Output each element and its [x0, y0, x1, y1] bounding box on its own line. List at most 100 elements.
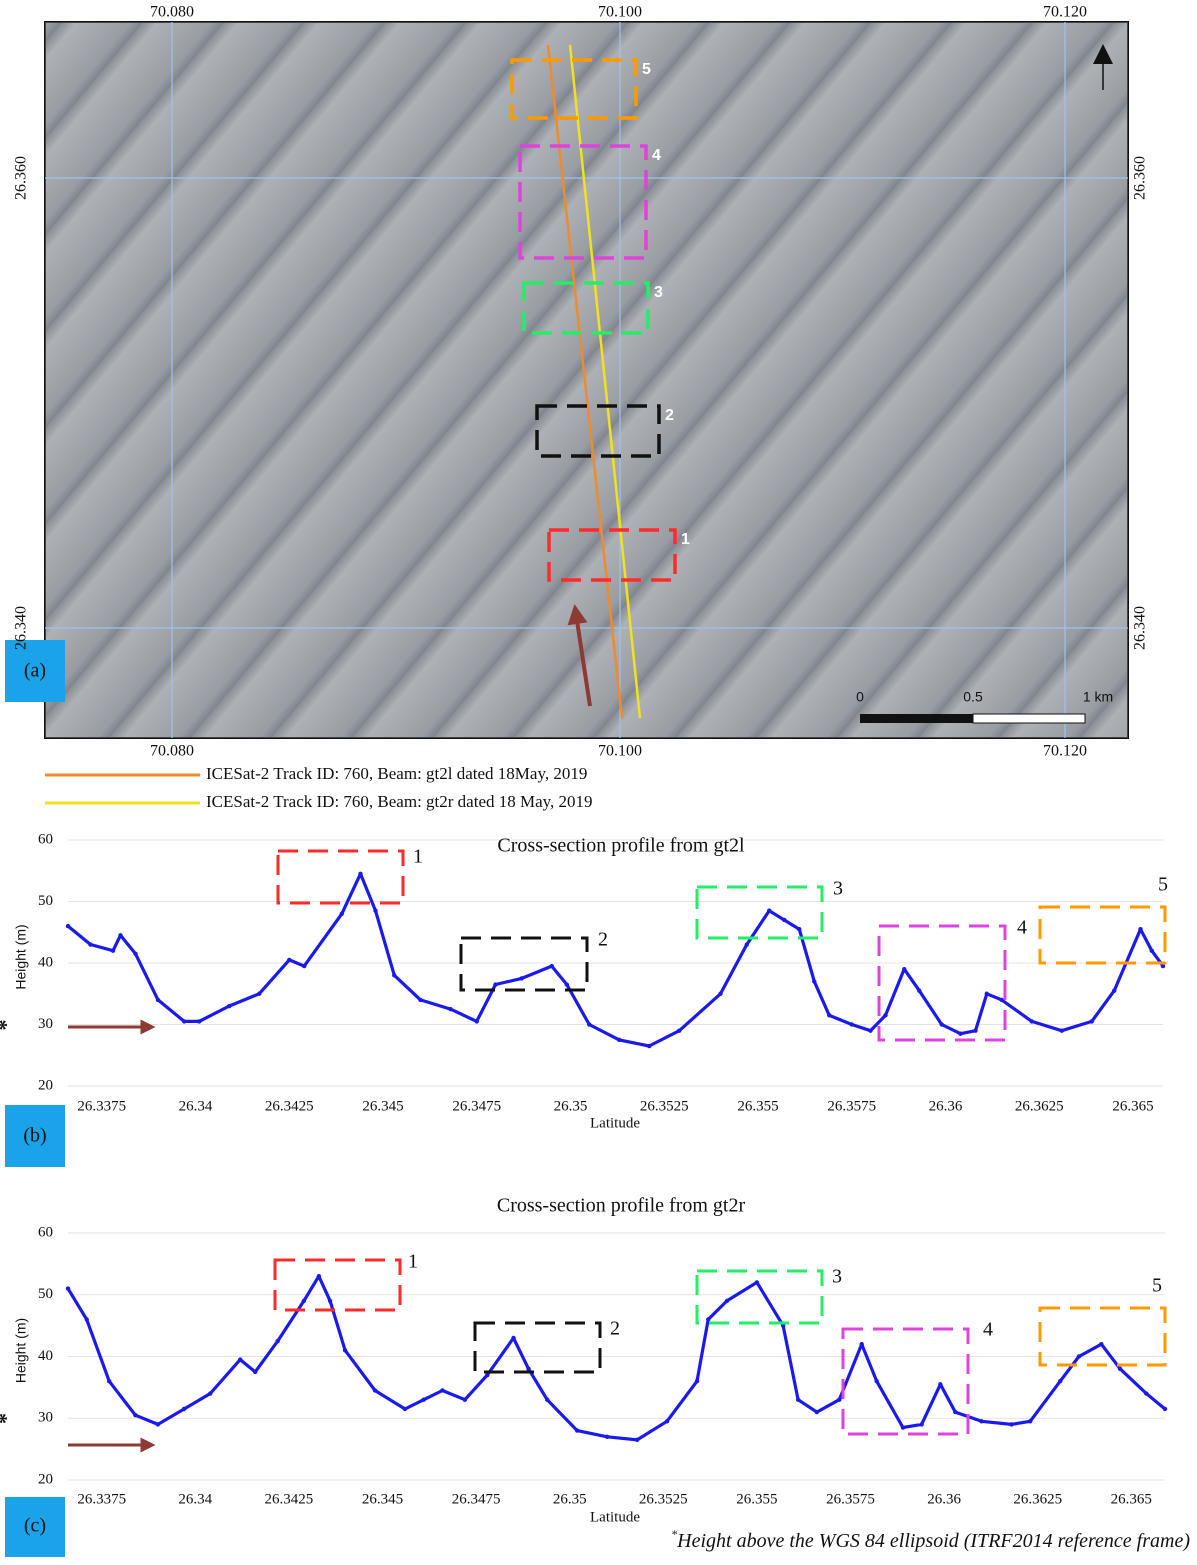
profile-point	[520, 976, 524, 980]
lat-label: 26.360	[13, 156, 30, 200]
profile-point	[1030, 1019, 1034, 1023]
profile-box-label: 2	[598, 929, 608, 951]
scale-label: 1 km	[1083, 689, 1113, 705]
profile-point	[550, 964, 554, 968]
profile-point	[1099, 1342, 1103, 1346]
profile-box-label: 4	[983, 1319, 993, 1341]
profile-point	[545, 1398, 549, 1402]
profile-point	[448, 1007, 452, 1011]
profile-point	[111, 949, 115, 953]
profile-box-label: 4	[1017, 917, 1027, 939]
profile-point	[1077, 1354, 1081, 1358]
profile-point	[755, 1280, 759, 1284]
profile-point	[1138, 927, 1142, 931]
profile-point	[475, 1019, 479, 1023]
profile-point	[107, 1379, 111, 1383]
footnote-text: Height above the WGS 84 ellipsoid (ITRF2…	[676, 1530, 1190, 1552]
profile-point	[418, 998, 422, 1002]
profile-point	[287, 958, 291, 962]
profile-point	[665, 1419, 669, 1423]
map	[45, 22, 1128, 738]
scale-label: 0.5	[963, 689, 983, 705]
y-tick-label: 20	[38, 1471, 53, 1487]
x-tick-label: 26.34	[178, 1491, 212, 1507]
scale-label: 0	[856, 689, 864, 705]
profile-point	[979, 1419, 983, 1423]
x-tick-label: 26.35	[554, 1098, 588, 1114]
profile-point	[647, 1044, 651, 1048]
x-tick-label: 26.3575	[827, 1098, 876, 1114]
profile-point	[635, 1438, 639, 1442]
chart-title: Cross-section profile from gt2r	[497, 1195, 746, 1217]
profile-point	[1058, 1379, 1062, 1383]
profile-point	[1028, 1419, 1032, 1423]
profile-line	[68, 1276, 1165, 1440]
profile-point	[850, 1022, 854, 1026]
profile-box-label: 3	[832, 1266, 842, 1288]
x-tick-label: 26.355	[736, 1491, 777, 1507]
map-box-label: 1	[681, 531, 690, 548]
profile-box	[278, 851, 403, 903]
profile-point	[526, 1367, 530, 1371]
y-tick-label: 40	[38, 1348, 53, 1364]
profile-box-label: 2	[610, 1318, 620, 1340]
lon-label: 70.100	[598, 4, 642, 21]
chart-title: Cross-section profile from gt2l	[497, 835, 745, 857]
profile-box	[697, 887, 822, 938]
y-tick-label: 30	[38, 1410, 53, 1426]
profile-point	[463, 1398, 467, 1402]
figure: 70.08070.08070.10070.10070.12070.12026.3…	[0, 0, 1197, 1560]
profile-point	[1144, 1391, 1148, 1395]
profile-point	[66, 924, 70, 928]
x-tick-label: 26.3425	[265, 1491, 314, 1507]
x-tick-label: 26.3625	[1015, 1098, 1064, 1114]
profile-point	[695, 1379, 699, 1383]
y-tick-label: 40	[38, 954, 53, 970]
profile-point	[302, 964, 306, 968]
profile-box	[1040, 907, 1165, 963]
x-tick-label: 26.3375	[77, 1491, 126, 1507]
x-tick-label: 26.345	[362, 1491, 403, 1507]
profile-box-label: 1	[408, 1251, 418, 1273]
x-tick-label: 26.345	[362, 1098, 403, 1114]
profile-point	[373, 909, 377, 913]
profile-point	[392, 973, 396, 977]
x-tick-label: 26.3475	[452, 1491, 501, 1507]
profile-point	[782, 918, 786, 922]
profile-point	[253, 1370, 257, 1374]
x-tick-label: 26.3625	[1013, 1491, 1062, 1507]
profile-point	[118, 933, 122, 937]
map-box-label: 5	[642, 61, 651, 78]
profile-point	[493, 982, 497, 986]
profile-point	[868, 1028, 872, 1032]
x-tick-label: 26.34	[179, 1098, 213, 1114]
map-box-label: 3	[654, 284, 663, 301]
profile-point	[1161, 964, 1165, 968]
scale-bar-white	[973, 714, 1085, 723]
profile-point	[919, 1422, 923, 1426]
x-tick-label: 26.3375	[77, 1098, 126, 1114]
x-tick-label: 26.3525	[639, 1491, 688, 1507]
x-tick-label: 26.3425	[265, 1098, 314, 1114]
profile-line	[68, 874, 1163, 1046]
map-box-label: 2	[665, 407, 674, 424]
profile-point	[827, 1013, 831, 1017]
x-tick-label: 26.3575	[826, 1491, 875, 1507]
profile-point	[511, 1336, 515, 1340]
y-tick-label: 60	[38, 831, 53, 847]
x-tick-label: 26.36	[929, 1098, 963, 1114]
profile-box	[275, 1260, 400, 1310]
profile-box-label: 5	[1152, 1275, 1162, 1297]
profile-point	[257, 992, 261, 996]
lat-label: 26.340	[13, 606, 30, 650]
x-tick-label: 26.365	[1112, 1098, 1153, 1114]
profile-point	[403, 1407, 407, 1411]
y-tick-label: 60	[38, 1224, 53, 1240]
x-tick-label: 26.355	[737, 1098, 778, 1114]
image-tint	[45, 22, 1128, 738]
profile-point	[985, 992, 989, 996]
lon-label: 70.080	[150, 4, 194, 21]
profile-point	[440, 1388, 444, 1392]
map-box-label: 4	[652, 147, 661, 164]
profile-point	[725, 1299, 729, 1303]
